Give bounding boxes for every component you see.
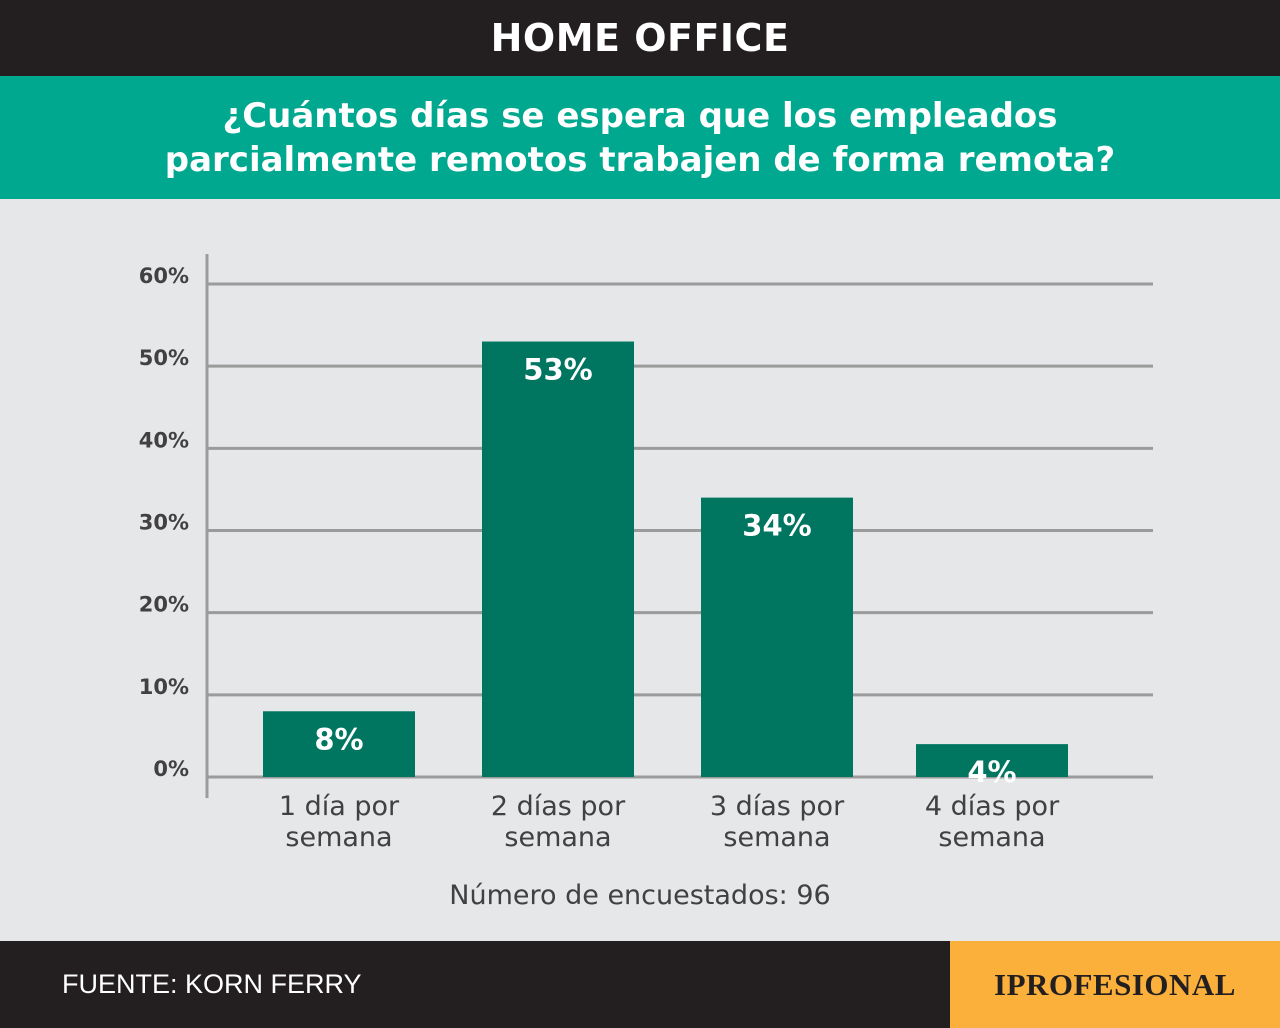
y-tick-label: 30% — [139, 511, 189, 535]
data-label: 53% — [523, 353, 592, 387]
y-tick-label: 60% — [139, 264, 189, 288]
bar — [482, 341, 634, 777]
question-banner: ¿Cuántos días se espera que los empleado… — [0, 76, 1280, 199]
x-category-label: semana — [938, 822, 1045, 853]
x-category-label: semana — [723, 822, 830, 853]
y-tick-label: 40% — [139, 428, 189, 452]
bar — [701, 497, 853, 777]
footer-bar: FUENTE: KORN FERRY — [0, 941, 950, 1028]
data-label: 8% — [314, 722, 363, 756]
bar — [263, 711, 415, 777]
header-bar: HOME OFFICE — [0, 0, 1280, 76]
x-category-label: 2 días por — [491, 791, 626, 822]
header-title: HOME OFFICE — [490, 16, 790, 60]
data-label: 34% — [742, 509, 811, 543]
brand-logo: IPROFESIONAL — [950, 941, 1280, 1028]
source-text: FUENTE: KORN FERRY — [62, 969, 362, 999]
y-tick-label: 10% — [139, 675, 189, 699]
y-tick-label: 0% — [153, 757, 189, 781]
x-category-label: 1 día por — [279, 791, 400, 822]
bar-chart: 0%10%20%30%40%50%60%8%1 día porsemana53%… — [139, 254, 1153, 853]
bar — [916, 744, 1068, 777]
x-category-label: 4 días por — [925, 791, 1060, 822]
respondents-note: Número de encuestados: 96 — [449, 880, 831, 911]
x-category-label: semana — [504, 822, 611, 853]
data-label: 4% — [967, 755, 1016, 789]
brand-text: IPROFESIONAL — [994, 966, 1236, 1002]
x-category-label: 3 días por — [710, 791, 845, 822]
y-tick-label: 50% — [139, 346, 189, 370]
x-category-label: semana — [285, 822, 392, 853]
y-tick-label: 20% — [139, 593, 189, 617]
question-text: ¿Cuántos días se espera que los empleado… — [164, 95, 1116, 180]
